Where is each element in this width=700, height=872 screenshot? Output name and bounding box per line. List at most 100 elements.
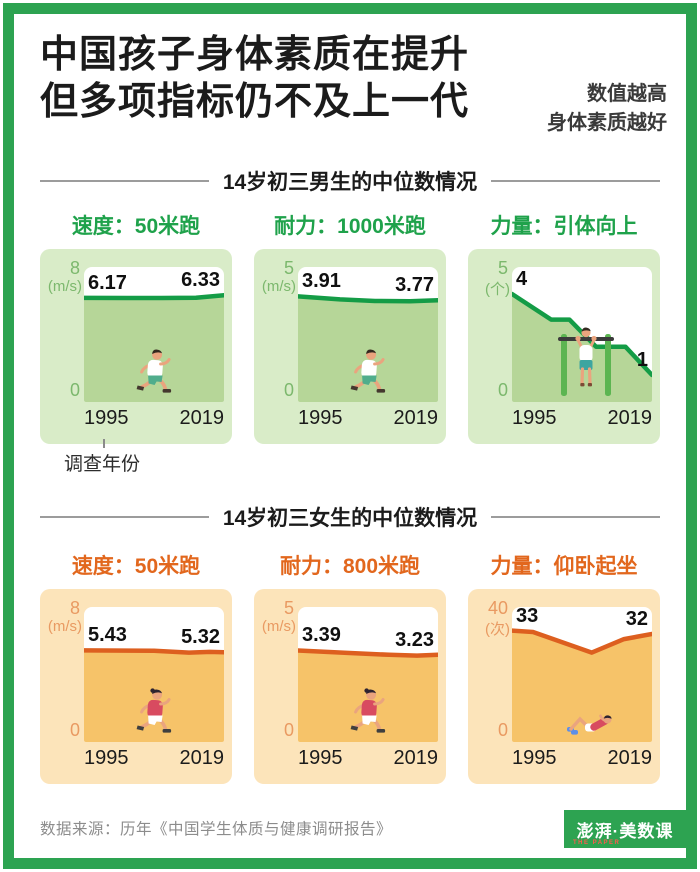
- chart-boys-speed: 速度：50米跑 8 (m/s) 0 6.17 6.33: [40, 210, 232, 444]
- value-1995: 5.43: [88, 624, 127, 647]
- divider-line-right: [491, 516, 661, 518]
- page-title: 中国孩子身体素质在提升 但多项指标仍不及上一代: [40, 32, 469, 126]
- publisher-logo-subtext: THE PAPER: [573, 840, 621, 846]
- x-label-start: 1995: [298, 747, 343, 769]
- x-label-start: 1995: [512, 407, 557, 429]
- value-1995: 4: [516, 267, 528, 290]
- plot-area: 3.39 3.23: [298, 607, 438, 742]
- x-label-start: 1995: [512, 747, 557, 769]
- chart-boys-endurance: 耐力：1000米跑 5 (m/s) 0 3.91 3.77: [254, 210, 446, 444]
- chart-title: 速度：50米跑: [71, 215, 201, 238]
- y-axis-max-label: 5: [283, 598, 294, 618]
- divider-line-left: [40, 516, 209, 518]
- chart-title: 耐力：800米跑: [279, 555, 421, 578]
- chart-girls-speed: 速度：50米跑 8 (m/s) 0 5.43 5.32: [40, 550, 232, 784]
- survey-year-note: 调查年份: [64, 454, 141, 475]
- y-axis-zero-label: 0: [283, 720, 294, 740]
- x-label-start: 1995: [298, 407, 343, 429]
- y-axis-unit: (个): [485, 281, 510, 298]
- x-label-end: 2019: [179, 407, 225, 429]
- x-label-end: 2019: [179, 747, 225, 769]
- section-divider-boys: 14岁初三男生的中位数情况: [40, 166, 661, 196]
- chart-card: 8 (m/s) 0 6.17 6.33: [40, 249, 232, 444]
- y-axis-zero-label: 0: [283, 380, 294, 400]
- boys-charts-row: 速度：50米跑 8 (m/s) 0 6.17 6.33: [40, 210, 660, 444]
- chart-girls-endurance: 耐力：800米跑 5 (m/s) 0 3.39 3.23: [254, 550, 446, 784]
- value-2019: 3.23: [395, 628, 434, 651]
- line-area-chart: [512, 628, 652, 742]
- value-2019: 1: [636, 349, 648, 371]
- x-axis-labels: 1995 2019: [84, 407, 224, 430]
- chart-title: 耐力：1000米跑: [274, 215, 426, 238]
- value-1995: 3.91: [302, 270, 341, 293]
- x-label-end: 2019: [607, 747, 653, 769]
- chart-boys-strength: 力量：引体向上 5 (个) 0 4 1: [468, 210, 660, 444]
- value-1995: 6.17: [88, 271, 127, 294]
- chart-girls-strength: 力量：仰卧起坐 40 (次) 0 33 32: [468, 550, 660, 784]
- legend-note-line2: 身体素质越好: [547, 112, 667, 134]
- y-axis-unit: (m/s): [261, 618, 296, 635]
- running-boy-illustration: [136, 349, 172, 393]
- y-axis-max-label: 5: [497, 258, 508, 278]
- running-girl-illustration: [350, 688, 386, 733]
- running-boy-illustration: [350, 349, 386, 393]
- x-axis-labels: 1995 2019: [298, 407, 438, 430]
- divider-line-right: [491, 180, 661, 182]
- section-heading-girls: 14岁初三女生的中位数情况: [222, 507, 478, 530]
- value-2019: 32: [625, 607, 648, 630]
- y-axis-unit: (m/s): [261, 278, 296, 295]
- page-title-line2: 但多项指标仍不及上一代: [40, 81, 470, 123]
- chart-title: 力量：引体向上: [490, 215, 638, 238]
- plot-area: 3.91 3.77: [298, 267, 438, 402]
- chart-card: 5 (个) 0 4 1: [468, 249, 660, 444]
- value-2019: 6.33: [181, 269, 220, 292]
- value-2019: 3.77: [395, 274, 434, 297]
- divider-line-left: [40, 180, 209, 182]
- x-axis-labels: 1995 2019: [512, 407, 652, 430]
- y-axis-max-label: 8: [69, 598, 80, 618]
- sit-up-girl-illustration: [567, 714, 612, 735]
- pull-up-boy-illustration: [558, 327, 615, 396]
- chart-card: 40 (次) 0 33 32: [468, 589, 660, 784]
- value-2019: 5.32: [181, 626, 220, 649]
- y-axis-zero-label: 0: [497, 720, 508, 740]
- plot-area: 33 32: [512, 607, 652, 742]
- chart-card: 5 (m/s) 0 3.39 3.23: [254, 589, 446, 784]
- survey-year-tick: [103, 439, 105, 448]
- x-axis-labels: 1995 2019: [84, 747, 224, 770]
- chart-title: 力量：仰卧起坐: [490, 555, 638, 578]
- y-axis-max-label: 8: [69, 258, 80, 278]
- data-source-text: 数据来源：历年《中国学生体质与健康调研报告》: [40, 821, 393, 838]
- plot-area: 6.17 6.33: [84, 267, 224, 402]
- value-1995: 33: [516, 607, 539, 627]
- x-axis-labels: 1995 2019: [512, 747, 652, 770]
- x-axis-labels: 1995 2019: [298, 747, 438, 770]
- y-axis-unit: (m/s): [47, 278, 82, 295]
- x-label-start: 1995: [84, 407, 129, 429]
- x-label-end: 2019: [393, 407, 439, 429]
- page-title-line1: 中国孩子身体素质在提升: [40, 34, 470, 76]
- plot-area: 4 1: [512, 267, 652, 402]
- y-axis-unit: (次): [485, 621, 510, 638]
- y-axis-zero-label: 0: [69, 720, 80, 740]
- chart-title: 速度：50米跑: [71, 555, 201, 578]
- section-divider-girls: 14岁初三女生的中位数情况: [40, 502, 661, 532]
- value-1995: 3.39: [302, 624, 341, 647]
- line-area-chart: [298, 294, 438, 402]
- y-axis-zero-label: 0: [69, 380, 80, 400]
- girls-charts-row: 速度：50米跑 8 (m/s) 0 5.43 5.32: [40, 550, 660, 784]
- x-label-start: 1995: [84, 747, 129, 769]
- chart-card: 5 (m/s) 0 3.91 3.77: [254, 249, 446, 444]
- legend-note-line1: 数值越高: [587, 83, 667, 105]
- plot-area: 5.43 5.32: [84, 607, 224, 742]
- line-area-chart: [84, 292, 224, 402]
- chart-card: 8 (m/s) 0 5.43 5.32: [40, 589, 232, 784]
- publisher-logo-text: 澎湃·美数课: [576, 821, 674, 841]
- y-axis-zero-label: 0: [497, 380, 508, 400]
- y-axis-max-label: 40: [487, 598, 508, 618]
- y-axis-max-label: 5: [283, 258, 294, 278]
- legend-note: 数值越高 身体素质越好: [547, 80, 667, 138]
- y-axis-unit: (m/s): [47, 618, 82, 635]
- running-girl-illustration: [136, 688, 172, 733]
